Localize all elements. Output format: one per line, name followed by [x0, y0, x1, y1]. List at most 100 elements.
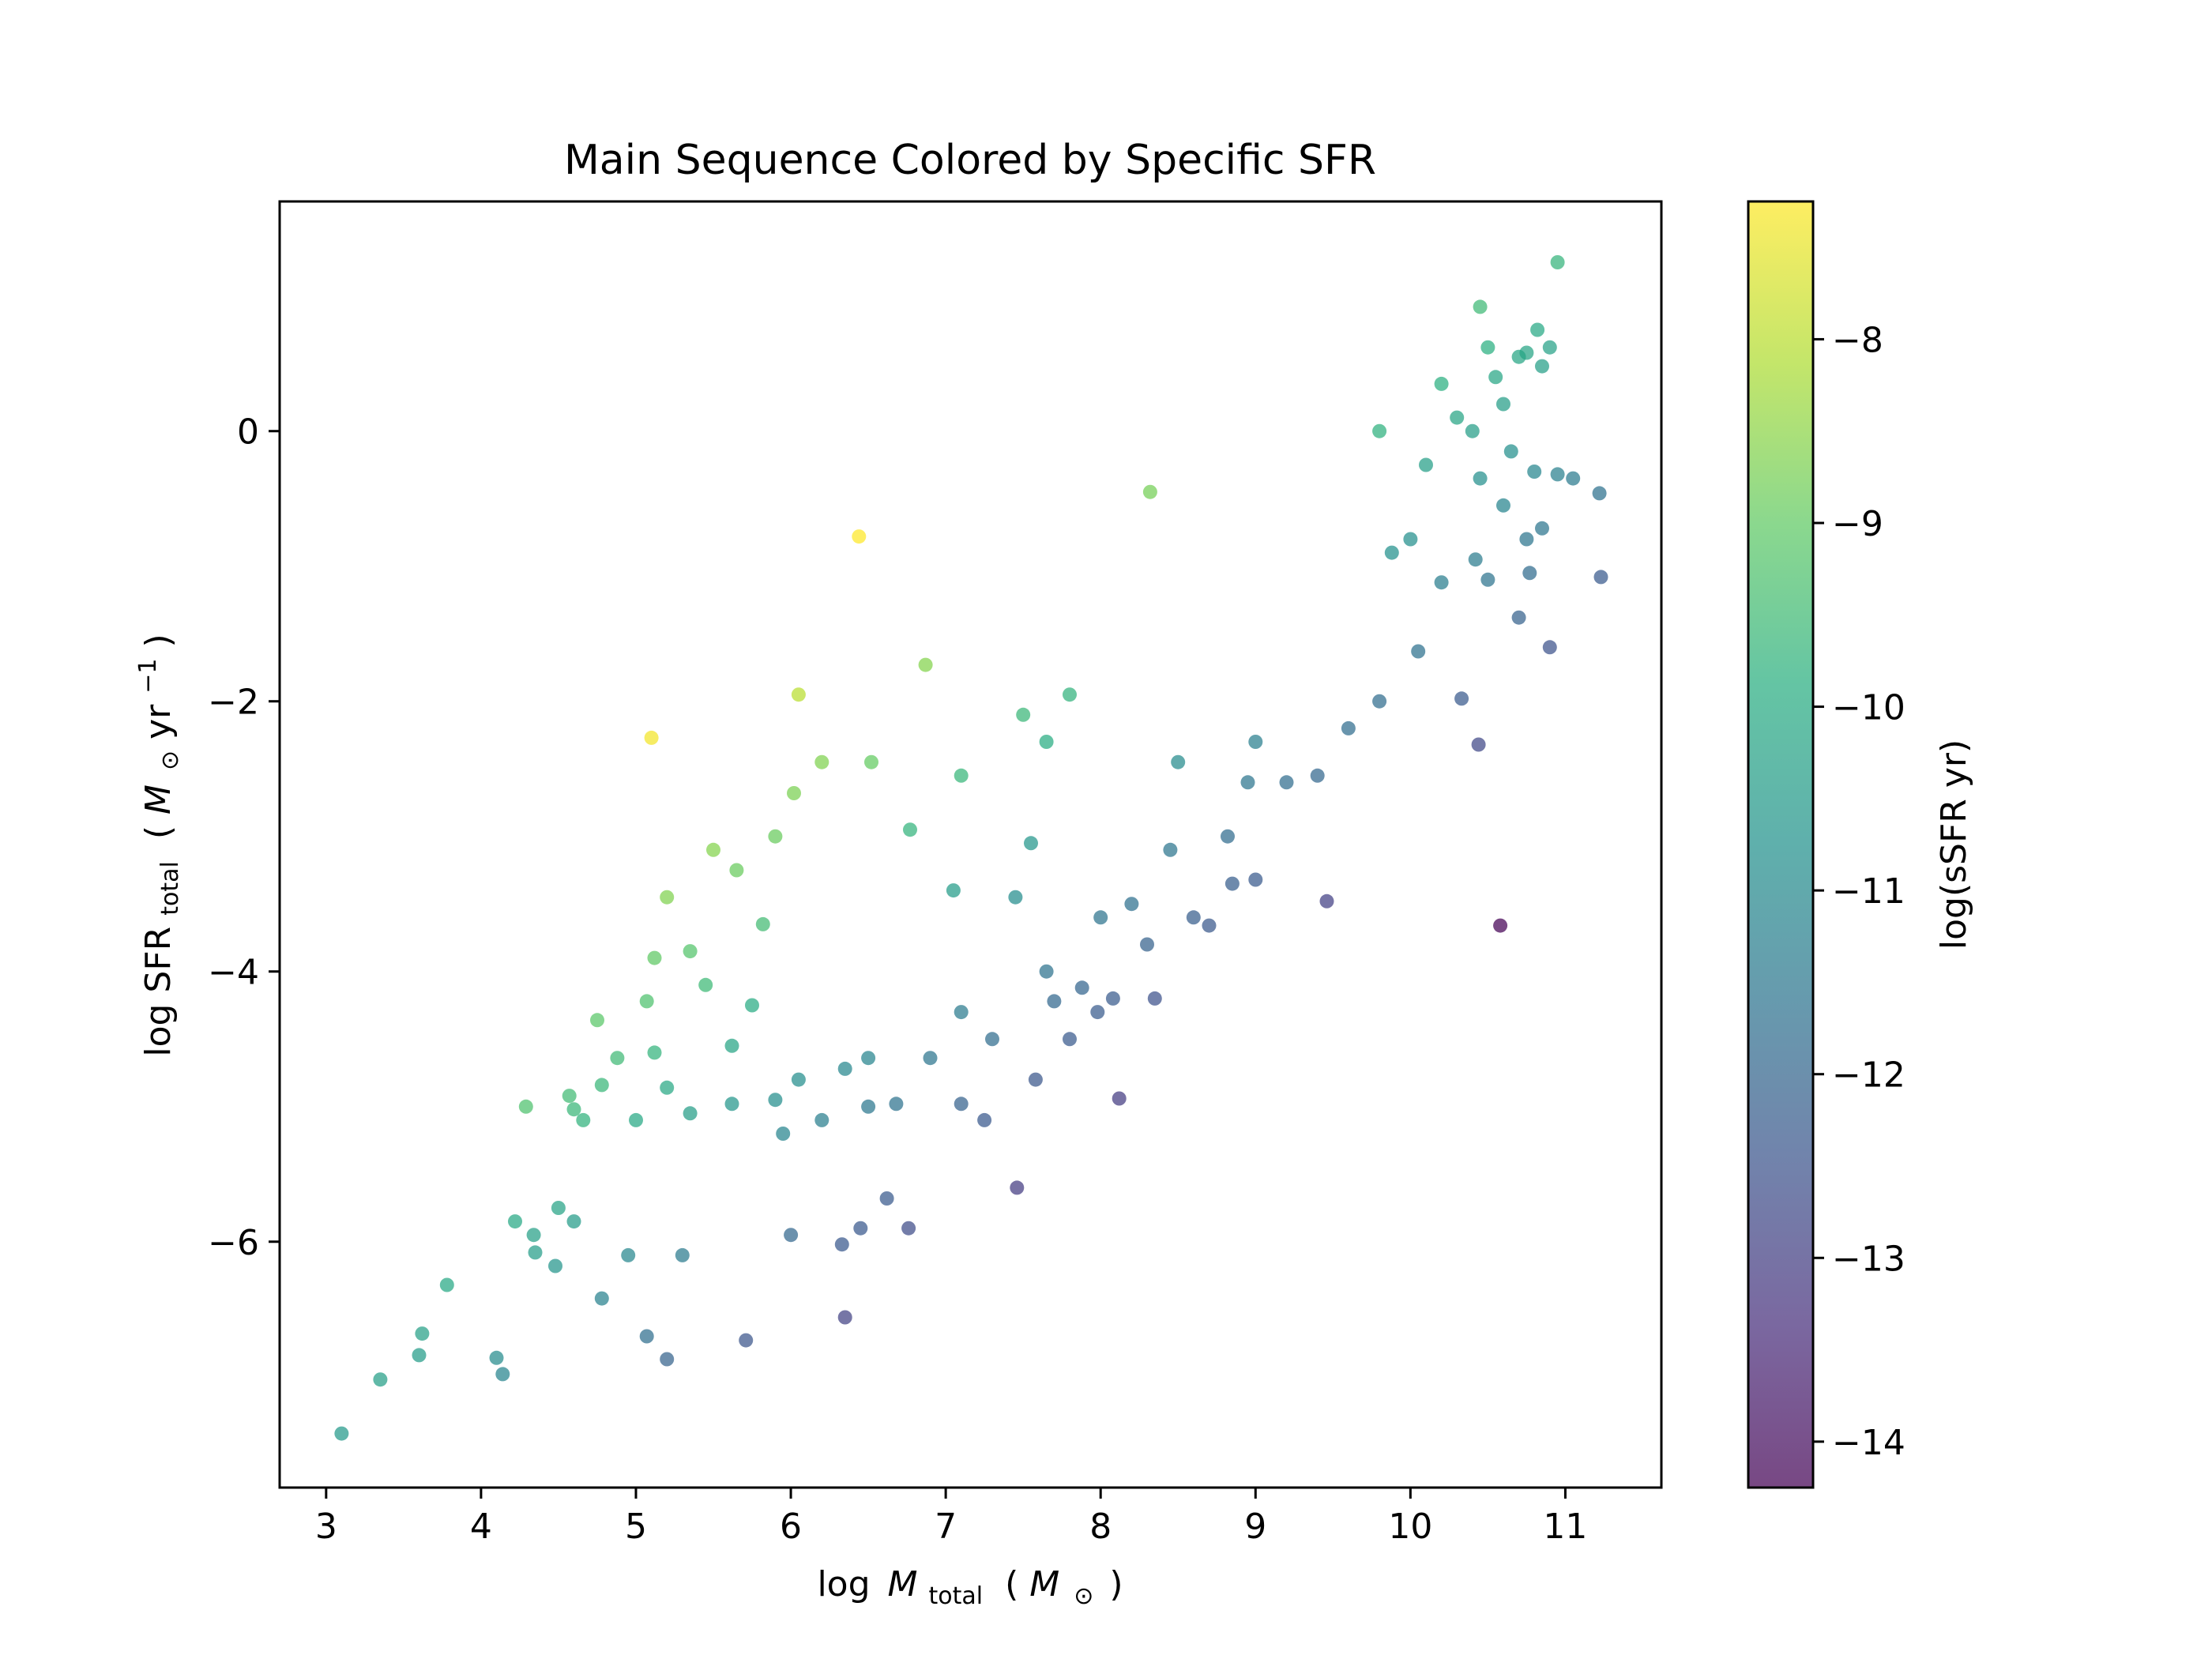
y-axis-ticks: −6 −4 −2 0 [208, 412, 280, 1263]
data-point [1010, 1180, 1025, 1195]
x-axis-label: log M total ( M ⊙ ) [817, 1564, 1123, 1612]
data-point [954, 768, 969, 783]
data-point [889, 1097, 904, 1112]
data-point [1530, 322, 1545, 337]
x-label-unit-close: ) [1109, 1564, 1123, 1604]
data-point [1566, 471, 1581, 486]
data-point [1112, 1091, 1127, 1106]
data-point [576, 1112, 591, 1127]
data-point [1471, 737, 1486, 752]
y-label-unit-var: M [138, 784, 179, 814]
data-point [1592, 486, 1607, 501]
data-point [1493, 918, 1508, 933]
data-point [923, 1051, 938, 1066]
colorbar-tick-label: −9 [1832, 504, 1883, 544]
data-point [495, 1367, 510, 1382]
data-point [787, 786, 801, 800]
data-point [594, 1078, 609, 1093]
data-point [1248, 872, 1263, 887]
colorbar-tick-label: −12 [1832, 1055, 1905, 1096]
data-point [1496, 397, 1510, 412]
data-point [1403, 532, 1418, 547]
data-point [1434, 376, 1449, 391]
data-point [1473, 471, 1488, 486]
colorbar-label: log(sSFR yr) [1934, 739, 1974, 950]
data-point [644, 730, 659, 745]
data-point [985, 1032, 999, 1047]
y-tick-label: −4 [208, 953, 259, 993]
x-tick-label: 9 [1244, 1507, 1266, 1547]
data-point [1063, 1032, 1077, 1047]
data-point [861, 1051, 876, 1066]
data-point [1279, 775, 1294, 790]
data-point [1372, 694, 1387, 709]
data-point [518, 1099, 533, 1114]
x-tick-label: 8 [1089, 1507, 1112, 1547]
data-point [1093, 910, 1108, 925]
data-point [768, 1093, 783, 1108]
x-label-unit-sub: ⊙ [1074, 1582, 1093, 1610]
data-point [1465, 423, 1480, 438]
data-point [1016, 707, 1031, 722]
data-point [1419, 457, 1433, 472]
data-point [1535, 359, 1549, 374]
data-point [1224, 876, 1240, 891]
x-tick-label: 3 [315, 1507, 337, 1547]
data-point [647, 950, 662, 965]
x-label-unit-open: ( [1005, 1564, 1018, 1604]
data-point [639, 1329, 654, 1344]
colorbar-tick-label: −8 [1832, 320, 1883, 360]
data-point [1240, 775, 1255, 790]
data-point [1047, 994, 1062, 1009]
data-point [1341, 720, 1356, 735]
data-point [1039, 735, 1054, 749]
data-point [373, 1372, 388, 1387]
data-point [412, 1348, 427, 1363]
data-point [1090, 1005, 1105, 1020]
y-label-unit-sup: −1 [134, 659, 162, 694]
data-point [1454, 691, 1469, 706]
data-point [1503, 444, 1518, 459]
x-tick-label: 11 [1543, 1507, 1587, 1547]
data-point [1310, 768, 1325, 783]
data-point [1319, 893, 1334, 908]
data-point [566, 1102, 581, 1117]
x-tick-label: 4 [470, 1507, 492, 1547]
data-point [562, 1089, 577, 1104]
data-point [864, 754, 878, 769]
x-axis-ticks: 3 4 5 6 7 8 9 10 11 [315, 1488, 1587, 1547]
data-point [1142, 484, 1157, 499]
data-point [698, 977, 713, 992]
data-point [739, 1333, 754, 1348]
data-point [1519, 345, 1534, 360]
data-point [784, 1228, 799, 1243]
data-point [853, 1221, 868, 1236]
data-point [1473, 299, 1488, 314]
data-point [1186, 910, 1201, 925]
data-point [526, 1228, 541, 1243]
data-point [837, 1310, 852, 1325]
colorbar-tick-label: −11 [1832, 871, 1905, 912]
data-point [1496, 498, 1510, 513]
y-label-unit-sub: ⊙ [156, 750, 184, 770]
data-point [566, 1214, 581, 1229]
data-point [1593, 570, 1608, 585]
data-point [1488, 370, 1503, 385]
data-point [954, 1005, 969, 1020]
data-point [647, 1045, 662, 1060]
y-label-sub: total [156, 861, 184, 916]
data-point [1434, 575, 1449, 590]
data-point [879, 1191, 894, 1206]
data-point [1248, 735, 1263, 749]
data-point [1450, 410, 1465, 425]
data-point [852, 529, 867, 544]
data-point [660, 890, 675, 905]
data-point [1511, 610, 1526, 625]
data-point [1468, 552, 1483, 567]
data-point [1163, 842, 1178, 857]
data-point [954, 1097, 969, 1112]
data-point [946, 883, 961, 898]
y-tick-label: −6 [208, 1223, 259, 1263]
data-point [776, 1127, 791, 1141]
y-label-prefix: log SFR [138, 927, 179, 1057]
